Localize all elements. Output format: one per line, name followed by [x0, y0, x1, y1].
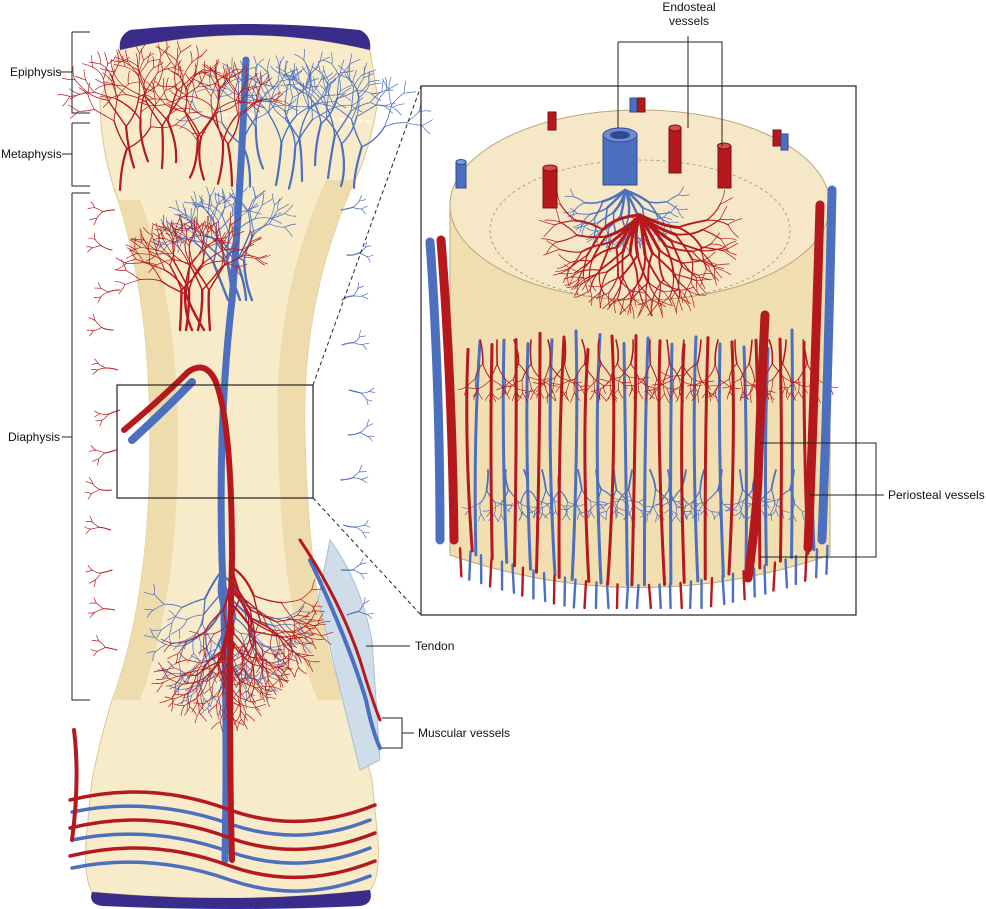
articular-cap-top: [119, 24, 371, 50]
label-periosteal-vessels: Periosteal vessels: [888, 488, 985, 502]
periosteal-leader: [760, 442, 884, 558]
diaphysis-bracket: [62, 192, 90, 701]
label-endosteal-line2: vessels: [668, 14, 709, 28]
cylinder-inner-ring: [489, 159, 791, 301]
endosteal-vein: [602, 127, 638, 186]
articular-cap-bottom: [91, 890, 371, 909]
muscular-leader: [382, 717, 414, 749]
label-muscular-vessels: Muscular vessels: [418, 726, 511, 740]
endosteal-leader: [617, 36, 723, 146]
cortex-left: [112, 200, 178, 700]
label-leaders: [60, 31, 884, 749]
zoom-region-box: [116, 384, 314, 499]
long-bone: [57, 24, 433, 909]
label-metaphysis: Metaphysis: [1, 147, 62, 161]
zoom-leader-bottom: [312, 497, 422, 616]
bone-cylinder-section: [425, 97, 839, 610]
cortex-right: [277, 180, 355, 700]
enlarged-section-frame: [420, 85, 857, 616]
zoom-leader-top: [312, 85, 422, 386]
label-epiphysis: Epiphysis: [10, 65, 62, 79]
label-diaphysis: Diaphysis: [8, 430, 61, 444]
endosteal-arteries: [455, 97, 789, 209]
label-tendon: Tendon: [415, 639, 455, 653]
metaphysis-bracket: [62, 122, 90, 187]
periosteal-vessels: [425, 185, 837, 583]
label-endosteal-line1: Endosteal: [662, 0, 716, 14]
label-endosteal-vessels: Endosteal vessels: [645, 0, 733, 28]
epiphysis-bracket: [60, 31, 90, 114]
